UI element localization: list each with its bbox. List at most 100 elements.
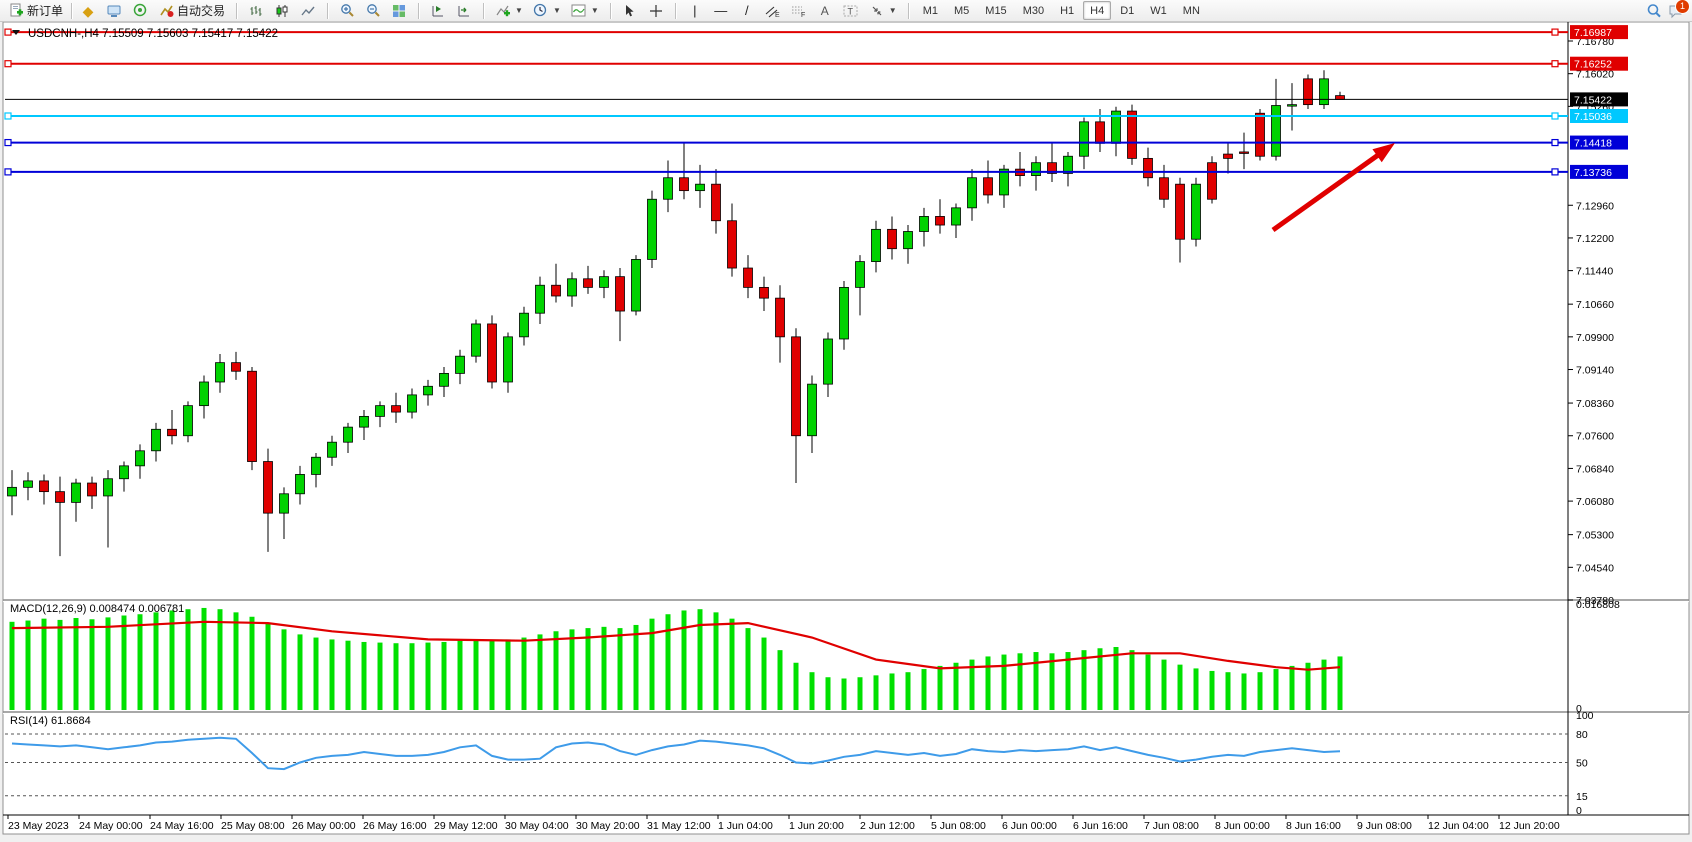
periods-button[interactable]: ▼ [528,0,566,21]
candle [215,362,225,383]
line-handle[interactable] [1551,112,1559,120]
terminal-icon [106,3,122,19]
crosshair-button[interactable] [643,0,669,21]
separator [674,2,676,19]
timeframe-d1[interactable]: D1 [1120,4,1135,17]
svg-text:5 Jun 08:00: 5 Jun 08:00 [931,820,986,832]
chart-shift-button[interactable] [425,0,451,21]
candle [439,372,449,387]
line-handle[interactable] [1551,28,1559,36]
time-axis[interactable]: 23 May 2023 24 May 00:00 24 May 16:00 25 Ma… [7,815,1560,832]
line-handle[interactable] [1551,60,1559,68]
line-handle[interactable] [4,168,12,176]
svg-text:50: 50 [1576,758,1588,770]
zoom-out-button[interactable] [360,0,386,21]
timeframe-h1[interactable]: H1 [1060,4,1075,17]
text-button[interactable]: A [812,0,838,21]
auto-trading-button[interactable]: 自动交易 [153,0,230,21]
line-handle[interactable] [4,138,12,147]
line-handle[interactable] [1551,138,1559,147]
candle [759,286,769,299]
horizontal-line-icon: — [714,3,728,18]
price-lines[interactable]: 7.16987 7.16252 7.15422 7.15036 7.14418 7.137… [4,25,1628,179]
timeframe-mn[interactable]: MN [1182,4,1200,17]
svg-text:T: T [848,6,854,16]
timeframe-m15[interactable]: M15 [985,4,1007,17]
price-badge [1570,164,1628,179]
svg-text:F: F [801,12,805,18]
candle [359,415,369,428]
signals-button[interactable] [127,0,153,21]
timeframe-h4[interactable]: H4 [1083,1,1112,20]
candle [343,426,353,443]
candle [487,323,497,383]
line-chart-button[interactable] [295,0,321,21]
terminal-button[interactable] [101,0,127,21]
svg-text:USDCNH-,H4 7.15509 7.15603 7.: USDCNH-,H4 7.15509 7.15603 7.15417 7.154… [28,28,278,40]
fibonacci-button[interactable]: F [786,0,812,21]
oneclick-arrow-icon[interactable] [12,30,20,35]
zoom-in-button[interactable] [334,0,360,21]
macd-signal-line [11,620,1341,671]
search-icon[interactable] [1646,3,1662,19]
svg-text:E: E [775,12,780,18]
candle [135,450,145,467]
separator [327,2,329,19]
candle [279,493,289,514]
equidistant-channel-button[interactable]: E [760,0,786,21]
new-order-button[interactable]: 新订单 [3,0,68,21]
candle [327,441,337,458]
candle [1191,183,1201,240]
candle [1303,78,1313,106]
price-axis[interactable]: 7.167807.160207.152607.129607.122007.114… [1568,36,1614,607]
vertical-line-button[interactable]: | [682,0,708,21]
timeframe-w1[interactable]: W1 [1150,4,1167,17]
tile-windows-button[interactable] [386,0,412,21]
line-handle[interactable] [4,28,12,36]
candle [1159,177,1169,200]
candle [87,482,97,497]
templates-button[interactable]: ▼ [566,0,604,21]
line-handle[interactable] [1551,168,1559,176]
timeframe-m1[interactable]: M1 [922,4,938,17]
cursor-button[interactable] [617,0,643,21]
price-badge [1570,108,1628,123]
chevron-down-icon: ▼ [515,6,523,15]
candle [23,480,33,488]
candle [375,405,385,417]
candle [999,168,1009,196]
svg-text:1 Jun 20:00: 1 Jun 20:00 [789,820,844,832]
candle [935,216,945,226]
bar-chart-button[interactable] [243,0,269,21]
crosshair-icon [648,3,664,19]
candlestick-chart-button[interactable] [269,0,295,21]
auto-scroll-button[interactable] [451,0,477,21]
svg-text:7.09900: 7.09900 [1576,332,1614,344]
candles-layer[interactable] [7,70,1345,557]
metaeditor-button[interactable]: ◆ [75,0,101,21]
candle [951,207,961,226]
chevron-down-icon: ▼ [590,6,599,15]
indicators-button[interactable]: ▼ [490,0,528,21]
price-badge [1570,92,1628,107]
line-handle[interactable] [4,112,12,120]
chart-window[interactable]: 7.16780 7.16020 7.15260 7.12960 7.12200 7.114… [0,21,1692,837]
candle [231,362,241,372]
text-label-button[interactable]: T [838,0,864,21]
chart-canvas[interactable]: 7.167807.160207.152607.129607.122007.114… [0,21,1692,837]
line-handle[interactable] [4,60,12,68]
separator [483,2,485,19]
annotation-arrow[interactable] [1271,143,1395,233]
arrows-button[interactable]: ▼ [864,0,902,21]
auto-scroll-icon [456,3,472,19]
metaeditor-icon: ◆ [82,2,94,19]
timeframe-m30[interactable]: M30 [1022,4,1045,17]
timeframe-m5[interactable]: M5 [954,4,970,17]
candle [1079,121,1089,157]
candle [247,370,257,462]
candle [1175,183,1185,240]
horizontal-line-button[interactable]: — [708,0,734,21]
candle [711,183,721,222]
chat-icon[interactable]: 1 [1668,0,1690,19]
trendline-button[interactable]: / [734,0,760,21]
